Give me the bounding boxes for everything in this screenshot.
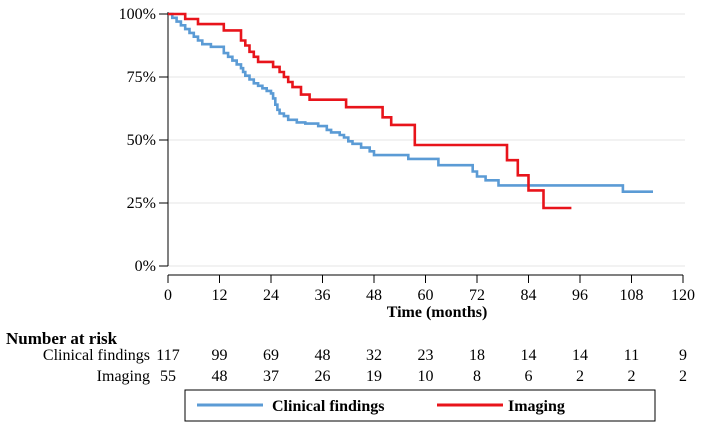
risk-value: 2: [628, 368, 636, 385]
y-tick-label: 0%: [135, 258, 156, 275]
y-tick-label: 100%: [119, 6, 156, 23]
series-line-clinical-findings: [168, 12, 653, 193]
risk-row-label: Clinical findings: [43, 347, 150, 364]
risk-value: 14: [572, 347, 588, 364]
y-tick-label: 25%: [127, 195, 156, 212]
risk-value: 14: [521, 347, 537, 364]
x-tick-label: 72: [469, 287, 485, 304]
x-tick-label: 96: [572, 287, 588, 304]
risk-value: 8: [473, 368, 481, 385]
x-axis: 0 12 24 36 48 60 72 84 96 108 120: [164, 274, 695, 304]
risk-table-title: Number at risk: [6, 329, 118, 348]
risk-table: Number at risk Clinical findings 117 99 69 4…: [6, 329, 687, 385]
risk-value: 19: [366, 368, 382, 385]
risk-value: 69: [263, 347, 279, 364]
risk-value: 26: [315, 368, 331, 385]
x-tick-label: 12: [212, 287, 228, 304]
x-tick-label: 48: [366, 287, 382, 304]
risk-value: 6: [525, 368, 533, 385]
x-tick-label: 120: [671, 287, 695, 304]
risk-value: 2: [679, 368, 687, 385]
x-tick-label: 24: [263, 287, 279, 304]
risk-row-label: Imaging: [97, 368, 150, 385]
risk-value: 99: [212, 347, 228, 364]
x-tick-label: 108: [620, 287, 644, 304]
risk-value: 23: [418, 347, 434, 364]
risk-value: 37: [263, 368, 279, 385]
risk-value: 18: [469, 347, 485, 364]
legend-box: [184, 389, 656, 422]
gridlines: [168, 13, 685, 267]
risk-value: 2: [576, 368, 584, 385]
legend: Clinical findings Imaging: [184, 389, 656, 422]
legend-label: Clinical findings: [272, 398, 384, 415]
risk-value: 32: [366, 347, 382, 364]
legend-label: Imaging: [508, 398, 565, 415]
risk-value: 55: [160, 368, 176, 385]
x-axis-title: Time (months): [387, 304, 488, 321]
risk-value: 10: [418, 368, 434, 385]
risk-value: 48: [212, 368, 228, 385]
y-tick-label: 50%: [127, 132, 156, 149]
risk-value: 9: [679, 347, 687, 364]
survival-curves: [168, 12, 653, 210]
x-tick-label: 60: [418, 287, 434, 304]
x-tick-label: 0: [164, 287, 172, 304]
risk-value: 117: [156, 347, 179, 364]
x-tick-label: 84: [521, 287, 537, 304]
x-tick-label: 36: [315, 287, 331, 304]
risk-value: 11: [624, 347, 639, 364]
series-line-imaging: [168, 12, 572, 210]
y-tick-label: 75%: [127, 69, 156, 86]
y-axis: 0% 25% 50% 75% 100%: [119, 6, 169, 275]
risk-value: 48: [315, 347, 331, 364]
